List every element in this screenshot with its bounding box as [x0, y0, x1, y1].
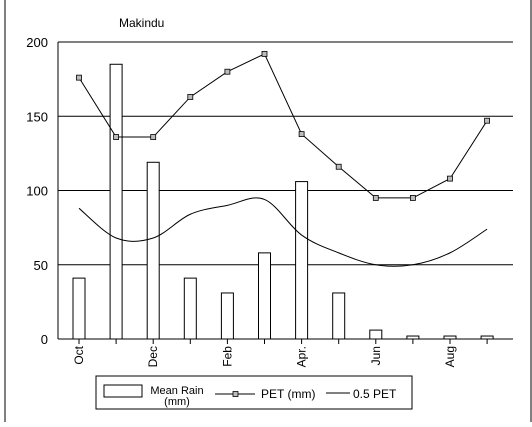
pet-point-Jun: [372, 195, 379, 201]
legend-pet-label: PET (mm): [261, 387, 315, 401]
legend: Mean Rain (mm) PET (mm) 0.5 PET: [95, 375, 413, 410]
half-pet-line: [78, 197, 488, 267]
rain-bar-Jun: [369, 329, 383, 340]
x-tick-label-Aug: Aug: [443, 346, 457, 367]
pet-point-Jul: [409, 195, 416, 201]
y-tick-label-0: 0: [41, 332, 48, 347]
rain-bar-Dec: [146, 161, 160, 340]
legend-rain-label-1: Mean Rain: [150, 385, 203, 397]
x-tick-label-Oct: Oct: [72, 345, 86, 364]
legend-half-pet-label: 0.5 PET: [353, 387, 397, 401]
lines: [76, 50, 491, 267]
y-tick-label-50: 50: [34, 258, 48, 273]
y-tick-label-100: 100: [26, 184, 48, 199]
pet-point-Mar: [261, 50, 268, 57]
rain-bar-Jan: [183, 277, 197, 340]
pet-point-Feb: [224, 68, 231, 75]
rain-bar-Mar: [258, 252, 271, 340]
pet-point-Apr.: [298, 131, 305, 137]
legend-rain-swatch: [103, 384, 143, 398]
rain-bar-May: [332, 292, 346, 340]
rain-bar-Oct: [72, 277, 86, 340]
legend-pet-marker: [232, 391, 239, 397]
y-tick-label-200: 200: [26, 35, 48, 50]
y-axis-ticks: 0 50 100 150 200: [26, 35, 48, 347]
pet-point-May: [335, 163, 342, 170]
rain-bar-Nov: [109, 63, 123, 340]
chart-title: Makindu: [119, 16, 164, 30]
pet-point-Sep: [484, 117, 491, 124]
pet-point-Jan: [187, 94, 194, 100]
x-tick-label-Apr: Apr.: [295, 346, 309, 367]
rain-bar-Feb: [220, 292, 234, 340]
legend-box: [95, 375, 413, 410]
x-axis-ticks: Oct Dec Feb Apr. Jun Aug: [72, 339, 488, 367]
pet-point-Aug: [447, 175, 453, 182]
x-tick-label-Jun: Jun: [369, 346, 383, 365]
pet-point-Dec: [150, 134, 157, 140]
pet-point-Nov: [113, 134, 119, 140]
bars: [72, 63, 494, 340]
rain-bar-Apr.: [295, 181, 309, 340]
x-tick-label-Dec: Dec: [146, 346, 160, 367]
legend-rain-label-2: (mm): [164, 396, 190, 408]
x-tick-label-Feb: Feb: [220, 346, 234, 367]
y-tick-label-150: 150: [26, 109, 48, 124]
pet-point-Oct: [76, 74, 82, 81]
pet-line: [78, 53, 488, 199]
grid: [58, 41, 513, 266]
